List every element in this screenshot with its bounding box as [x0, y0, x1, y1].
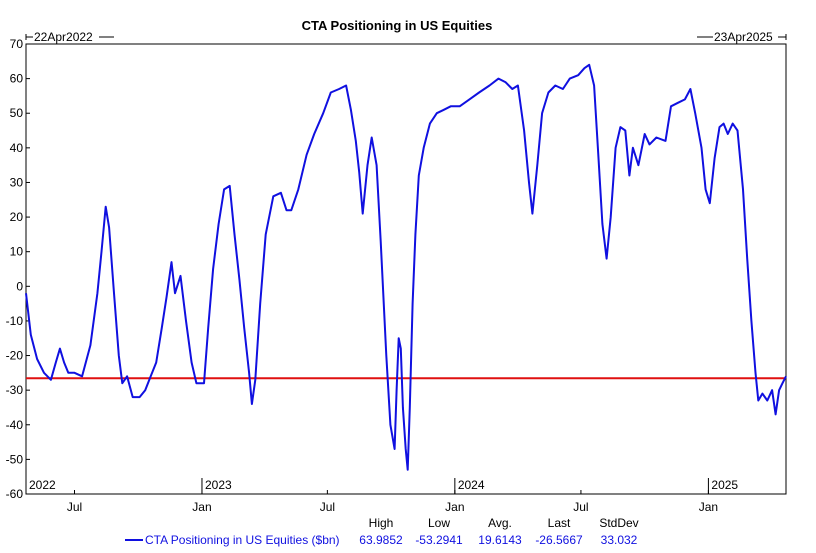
- end-date-marker: 23Apr2025: [697, 30, 787, 44]
- stats-header: StdDev: [599, 516, 638, 530]
- month-label: Jul: [67, 500, 82, 514]
- year-label: 2022: [29, 478, 56, 492]
- series-layer: [25, 63, 787, 471]
- y-tick-label: 60: [10, 72, 24, 86]
- y-tick-label: -20: [6, 349, 24, 363]
- stats-header: Last: [548, 516, 571, 530]
- month-label: Jan: [699, 500, 718, 514]
- year-label: 2024: [458, 478, 485, 492]
- y-tick-label: -10: [6, 314, 24, 328]
- y-tick-label: -50: [6, 452, 24, 466]
- stats-table: High Low Avg. Last StdDev 63.9852 -53.2941 19.6…: [359, 516, 638, 547]
- y-tick-label: 30: [10, 175, 24, 189]
- stats-value: 63.9852: [359, 533, 403, 547]
- series-line: [25, 63, 787, 471]
- stats-value: 19.6143: [478, 533, 522, 547]
- month-label: Jan: [192, 500, 211, 514]
- stats-value: 33.032: [601, 533, 638, 547]
- x-axis: 2022 2023 2024 2025 Jul Jan Jul Jan Jul Jan: [29, 478, 738, 514]
- y-axis: 70 60 50 40 30 20 10 0 -10 -20 -30 -40 -50 -60: [6, 37, 30, 501]
- chart-title: CTA Positioning in US Equities: [302, 18, 493, 33]
- legend: CTA Positioning in US Equities ($bn): [125, 533, 340, 547]
- y-tick-label: 20: [10, 210, 24, 224]
- y-tick-label: -60: [6, 487, 24, 501]
- year-label: 2025: [711, 478, 738, 492]
- stats-header: Low: [428, 516, 450, 530]
- stats-value: -53.2941: [415, 533, 463, 547]
- stats-value: -26.5667: [535, 533, 583, 547]
- month-label: Jul: [573, 500, 588, 514]
- y-tick-label: 70: [10, 37, 24, 51]
- stats-header: High: [369, 516, 394, 530]
- start-date-label: 22Apr2022: [34, 30, 93, 44]
- start-date-marker: 22Apr2022: [25, 30, 114, 44]
- legend-label: CTA Positioning in US Equities ($bn): [145, 533, 340, 547]
- month-label: Jul: [320, 500, 335, 514]
- y-tick-label: 40: [10, 141, 24, 155]
- y-tick-label: 0: [16, 279, 23, 293]
- end-date-label: 23Apr2025: [714, 30, 773, 44]
- y-tick-label: -40: [6, 418, 24, 432]
- y-tick-label: 10: [10, 245, 24, 259]
- stats-header: Avg.: [488, 516, 512, 530]
- month-label: Jan: [445, 500, 464, 514]
- year-label: 2023: [205, 478, 232, 492]
- plot-frame: [25, 43, 787, 495]
- y-tick-label: 50: [10, 106, 24, 120]
- y-tick-label: -30: [6, 383, 24, 397]
